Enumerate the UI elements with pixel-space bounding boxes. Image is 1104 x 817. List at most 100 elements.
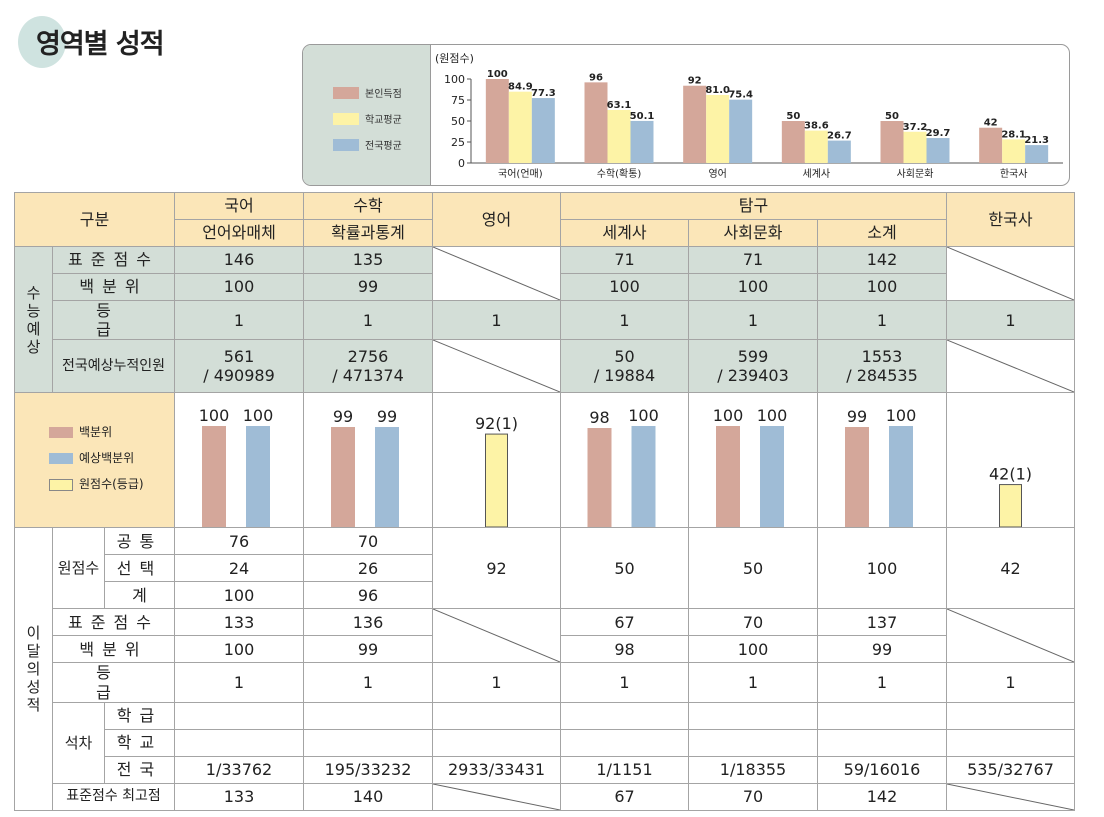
cell: 50 bbox=[560, 527, 689, 610]
x-category-label: 영어 bbox=[708, 168, 726, 180]
row-label: 계 bbox=[104, 581, 175, 610]
row-label-rank: 석차 bbox=[52, 701, 105, 784]
bar-nation bbox=[827, 140, 851, 163]
bar-value-label: 63.1 bbox=[607, 100, 632, 111]
header-subtotal: 소계 bbox=[817, 219, 947, 247]
cell: 1/18355 bbox=[688, 755, 818, 784]
section-label-char: 수 bbox=[26, 283, 41, 302]
bar-nation bbox=[729, 99, 753, 163]
cell: 50 bbox=[688, 527, 818, 610]
bar-nation bbox=[531, 98, 555, 163]
y-tick-label: 50 bbox=[451, 115, 465, 128]
expected-percentile-bar bbox=[760, 426, 784, 528]
header-math-sub: 확률과통계 bbox=[303, 219, 433, 247]
section-label-char: 적 bbox=[26, 696, 41, 715]
score-table: 구분 국어 수학 영어 탐구 한국사 언어와매체 확률과통계 세계사 사회문화 … bbox=[14, 192, 1075, 811]
cell: 100 bbox=[817, 527, 947, 610]
score-chart: 본인득점 학교평균 전국평균 (원점수) 100 75 50 25 0 100 84.9 77.… bbox=[302, 44, 1070, 186]
cell: 1 bbox=[817, 299, 947, 341]
cell: 42 bbox=[946, 527, 1075, 610]
cell bbox=[560, 728, 689, 757]
percentile-bar bbox=[202, 426, 226, 528]
header-history: 한국사 bbox=[946, 192, 1075, 247]
expected-percentile-label: 99 bbox=[377, 407, 397, 426]
empty-cell bbox=[946, 608, 1075, 664]
cell-cumulative: 1553/ 284535 bbox=[817, 339, 947, 394]
bar-value-label: 37.2 bbox=[903, 122, 928, 133]
bar-nation bbox=[926, 138, 950, 163]
cell: 76 bbox=[174, 527, 304, 556]
cell bbox=[303, 701, 433, 730]
bar-value-label: 50.1 bbox=[630, 111, 655, 122]
cell: 1 bbox=[946, 299, 1075, 341]
cell: 1 bbox=[817, 662, 947, 703]
cell: 67 bbox=[560, 608, 689, 637]
row-label: 선택 bbox=[104, 554, 175, 583]
mini-chart-svg: 100 100 bbox=[199, 406, 274, 528]
cell: 92 bbox=[432, 527, 561, 610]
row-label: 등급 bbox=[52, 299, 175, 341]
raw-score-label: 42(1) bbox=[989, 465, 1032, 484]
bar-self bbox=[683, 85, 707, 163]
cell: 140 bbox=[303, 782, 433, 811]
cell bbox=[946, 728, 1075, 757]
header-world-history: 세계사 bbox=[560, 219, 689, 247]
cell: 99 bbox=[817, 635, 947, 664]
percentile-bar bbox=[716, 426, 740, 528]
expected-percentile-label: 100 bbox=[243, 406, 274, 425]
cell: 100 bbox=[174, 581, 304, 610]
raw-score-bar bbox=[485, 433, 508, 528]
bar-school bbox=[903, 131, 927, 163]
mini-chart-svg: 92(1) bbox=[475, 414, 518, 528]
bar-value-label: 92 bbox=[688, 76, 702, 87]
row-label: 백분위 bbox=[52, 273, 175, 301]
cell: 2933/33431 bbox=[432, 755, 561, 784]
bar-chart-plot: (원점수)100755025010084.977.3국어(언매)9663.150… bbox=[435, 52, 1063, 180]
section-label-char: 이 bbox=[26, 624, 41, 643]
section-label-char: 달 bbox=[26, 642, 41, 661]
mini-chart-svg: 99 100 bbox=[845, 406, 917, 528]
bar-value-label: 50 bbox=[786, 111, 800, 122]
raw-score-label: 92(1) bbox=[475, 414, 518, 433]
cell: 195/33232 bbox=[303, 755, 433, 784]
mini-chart-korean: 100 100 bbox=[174, 392, 304, 529]
cell: 67 bbox=[560, 782, 689, 811]
cell: 133 bbox=[174, 608, 304, 637]
header-english: 영어 bbox=[432, 192, 561, 247]
legend-item-school: 학교평균 bbox=[333, 111, 402, 126]
legend-swatch bbox=[49, 427, 73, 439]
x-category-label: 세계사 bbox=[803, 168, 831, 180]
bar-nation bbox=[1025, 145, 1049, 163]
bar-self bbox=[880, 121, 904, 163]
expected-percentile-bar bbox=[246, 426, 270, 528]
section-label-char: 상 bbox=[26, 337, 41, 356]
y-tick-label: 25 bbox=[451, 136, 465, 149]
bar-value-label: 21.3 bbox=[1024, 135, 1049, 146]
cell: 1 bbox=[560, 662, 689, 703]
mini-legend-raw: 원점수(등급) bbox=[49, 477, 144, 491]
bar-value-label: 26.7 bbox=[827, 131, 852, 142]
x-category-label: 국어(언매) bbox=[498, 168, 543, 180]
bar-self bbox=[584, 82, 608, 163]
legend-label: 전국평균 bbox=[365, 141, 402, 152]
x-category-label: 사회문화 bbox=[897, 168, 934, 180]
bar-value-label: 38.6 bbox=[804, 121, 829, 132]
percentile-bar bbox=[845, 427, 869, 528]
cell: 1 bbox=[560, 299, 689, 341]
legend-swatch bbox=[49, 453, 73, 465]
cell: 24 bbox=[174, 554, 304, 583]
bar-school bbox=[607, 109, 631, 163]
mini-chart-svg: 100 100 bbox=[713, 406, 787, 528]
cell: 99 bbox=[303, 273, 433, 301]
cell: 1 bbox=[174, 662, 304, 703]
legend-label: 학교평균 bbox=[365, 115, 402, 126]
cell bbox=[432, 701, 561, 730]
cell-cumulative: 561/ 490989 bbox=[174, 339, 304, 394]
mini-chart-svg: 99 99 bbox=[331, 407, 399, 528]
percentile-label: 100 bbox=[199, 406, 230, 425]
empty-cell bbox=[946, 246, 1075, 301]
cell: 146 bbox=[174, 246, 304, 274]
legend-item-self: 본인득점 bbox=[333, 85, 402, 100]
expected-percentile-label: 100 bbox=[886, 406, 917, 425]
